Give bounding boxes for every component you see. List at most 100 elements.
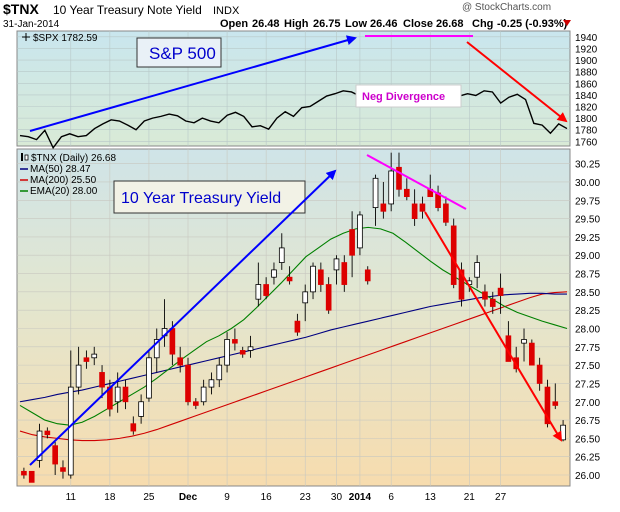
candle-body xyxy=(318,269,324,285)
candle-body xyxy=(177,357,184,366)
spx-legend-text: $SPX 1782.59 xyxy=(33,33,98,44)
candle-body xyxy=(302,291,309,304)
candle-body xyxy=(60,467,66,472)
candle-body xyxy=(357,214,363,249)
candle-body xyxy=(364,269,371,282)
tnx-legend-text: $TNX (Daily) 26.68 xyxy=(31,153,116,164)
x-tick-label: 13 xyxy=(425,492,437,503)
candle-body xyxy=(450,225,457,285)
candle-body xyxy=(44,430,51,436)
annotations: S&P 500 Neg Divergence 10 Year Treasury … xyxy=(29,35,568,466)
spx-y-tick-label: 1800 xyxy=(575,114,598,125)
tnx-y-tick-label: 28.25 xyxy=(575,306,600,317)
spx-downtrend-arrow xyxy=(466,41,568,123)
candle-body xyxy=(271,269,277,278)
x-tick-label: 23 xyxy=(300,492,312,503)
chart-header: $TNX 10 Year Treasury Note Yield INDX @ … xyxy=(3,1,571,30)
candle-body xyxy=(192,401,199,406)
chg-label: Chg xyxy=(472,18,493,30)
spx-price-line xyxy=(19,88,568,150)
sp500-annotation-box xyxy=(136,37,222,68)
spx-y-tick-label: 1820 xyxy=(575,103,598,114)
candle-body xyxy=(239,350,246,355)
x-tick-label: 9 xyxy=(224,492,230,503)
crosshair-icon xyxy=(22,33,30,41)
spx-y-tick-label: 1840 xyxy=(575,91,598,102)
x-tick-label: 25 xyxy=(143,492,155,503)
x-axis: 11 18 25 Dec 9 16 23 30 2014 6 13 21 27 xyxy=(66,492,507,503)
tnx-legend: $TNX (Daily) 26.68 MA(50) 28.47 MA(200) … xyxy=(20,153,116,197)
candle-body xyxy=(28,470,35,483)
tnx-y-tick-label: 26.50 xyxy=(575,434,600,445)
tnx-y-tick-label: 26.00 xyxy=(575,471,600,482)
candle-body xyxy=(278,247,285,263)
x-tick-label: Dec xyxy=(179,492,198,503)
candle-body xyxy=(169,328,176,355)
candle-body xyxy=(232,339,238,344)
candle-body xyxy=(200,386,207,403)
candle-body xyxy=(83,357,90,362)
candle-legend-icon xyxy=(21,153,23,161)
candle-body xyxy=(403,188,410,198)
candle-body xyxy=(185,364,191,403)
candle-body xyxy=(153,339,160,359)
candle-body xyxy=(388,170,395,205)
spx-y-tick-label: 1920 xyxy=(575,44,598,55)
candle-body xyxy=(294,320,301,333)
candle-body xyxy=(372,177,379,209)
candle-body xyxy=(411,203,418,219)
candle-body xyxy=(333,258,340,271)
watermark: @ StockCharts.com xyxy=(462,2,551,13)
candle-body xyxy=(138,401,144,417)
candle-body xyxy=(497,287,504,296)
candle-body xyxy=(325,284,332,311)
candle-body xyxy=(224,339,230,366)
candle-body xyxy=(458,269,465,300)
ma50-legend-text: MA(50) 28.47 xyxy=(30,164,91,175)
tnx-y-tick-label: 28.75 xyxy=(575,270,600,281)
candle-body xyxy=(474,262,480,278)
spx-y-tick-label: 1880 xyxy=(575,68,598,79)
candle-body xyxy=(255,284,262,300)
candle-body xyxy=(529,342,535,366)
spx-uptrend-arrow xyxy=(29,35,357,132)
open-value: 26.48 xyxy=(252,18,280,30)
ma200-legend-text: MA(200) 25.50 xyxy=(30,175,97,186)
spx-y-tick-label: 1760 xyxy=(575,137,598,148)
x-tick-label: 11 xyxy=(66,492,77,503)
tnx-y-tick-label: 26.25 xyxy=(575,453,600,464)
tnx-y-tick-label: 29.25 xyxy=(575,233,600,244)
description: 10 Year Treasury Note Yield xyxy=(53,3,202,17)
tnx-divergence-line xyxy=(366,154,467,210)
x-tick-label: 6 xyxy=(388,492,394,503)
down-triangle-icon xyxy=(563,20,571,26)
candle-body xyxy=(91,353,98,359)
sp500-annotation-text: S&P 500 xyxy=(149,44,216,63)
candle-body xyxy=(310,265,316,293)
date: 31-Jan-2014 xyxy=(3,19,60,30)
spx-y-tick-label: 1860 xyxy=(575,79,598,90)
candle-body xyxy=(216,364,223,381)
x-tick-label: 21 xyxy=(464,492,476,503)
candle-body xyxy=(349,229,355,256)
candle-body xyxy=(341,262,348,285)
candle-body xyxy=(122,386,129,403)
candle-body xyxy=(380,203,387,212)
candle-body xyxy=(247,346,254,351)
candle-body xyxy=(521,339,527,344)
high-value: 26.75 xyxy=(313,18,341,30)
candle-body xyxy=(52,445,58,465)
spx-legend: $SPX 1782.59 xyxy=(22,33,98,44)
neg-divergence-box xyxy=(355,84,462,108)
candle-body xyxy=(286,276,293,282)
candle-body xyxy=(36,430,43,461)
tnx-y-axis: 26.00 26.25 26.50 26.75 27.00 27.25 27.50 27.75… xyxy=(575,160,600,482)
candle-body xyxy=(396,166,402,190)
tnx-y-tick-label: 30.25 xyxy=(575,160,600,171)
tnx-y-tick-label: 29.50 xyxy=(575,215,600,226)
x-tick-label: 18 xyxy=(104,492,116,503)
tnx-y-tick-label: 30.00 xyxy=(575,178,600,189)
tnx-y-tick-label: 27.25 xyxy=(575,379,600,390)
